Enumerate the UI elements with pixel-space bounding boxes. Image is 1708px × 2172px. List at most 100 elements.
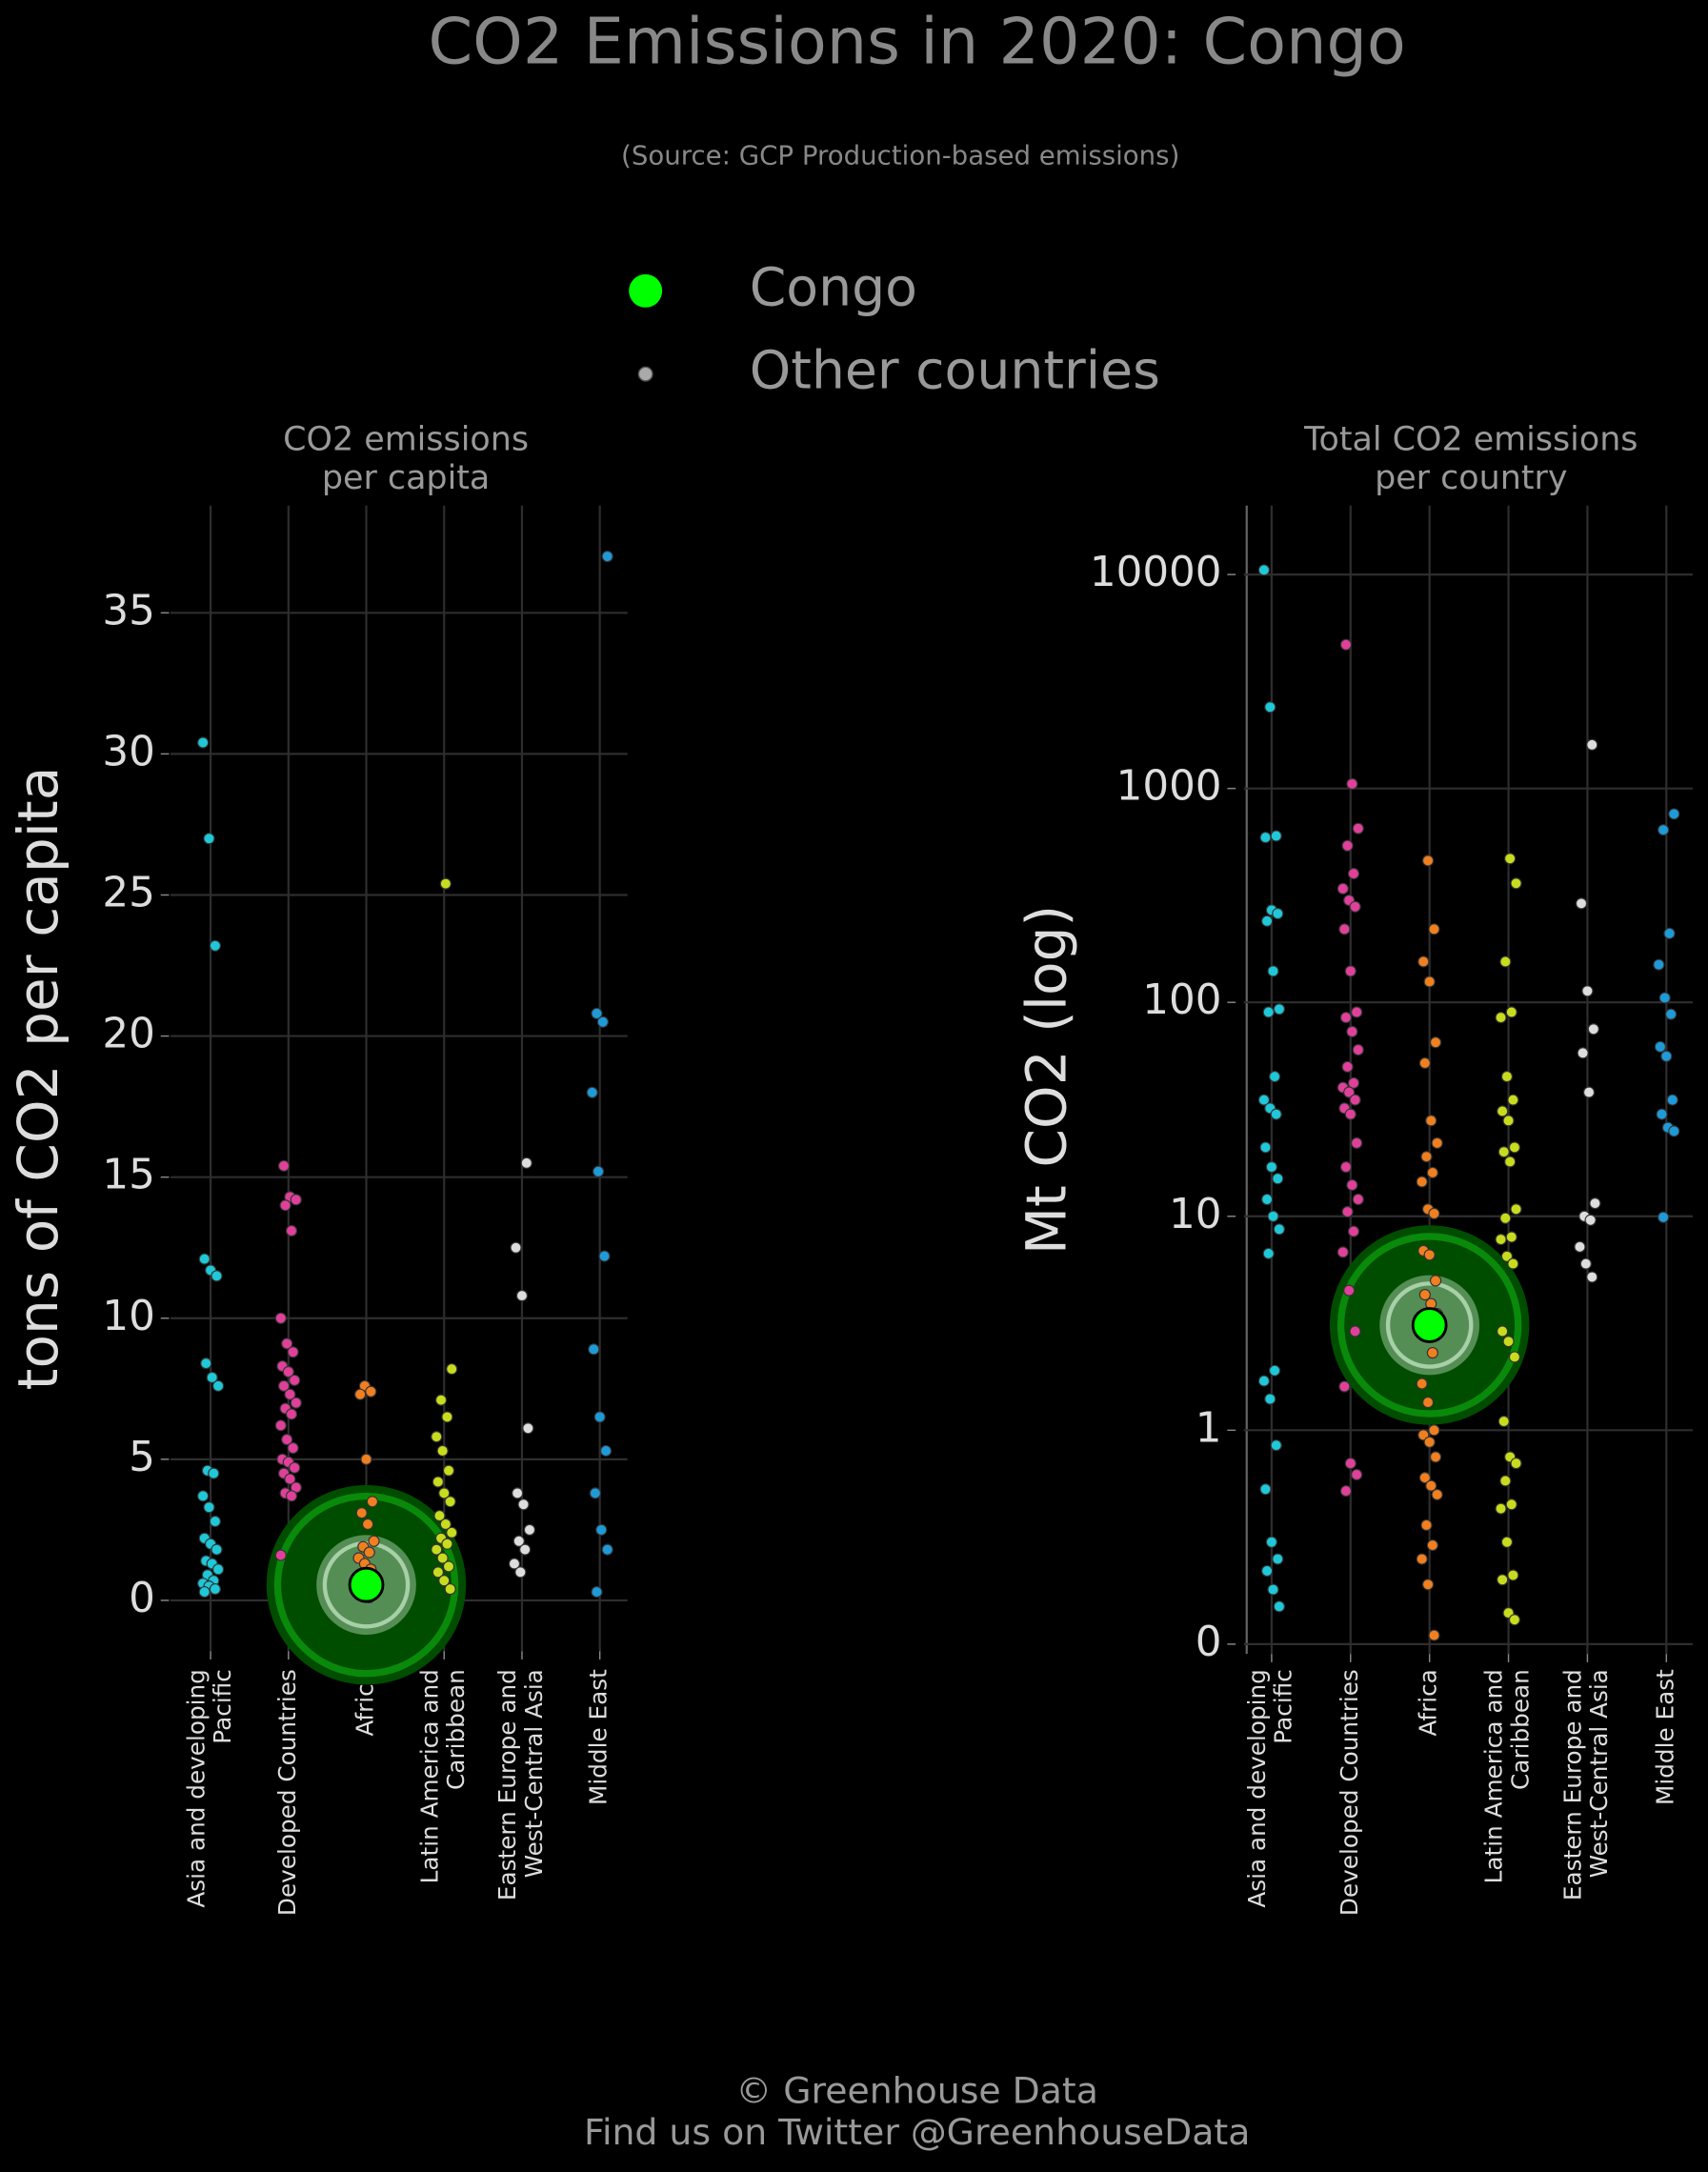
point	[1338, 1380, 1351, 1393]
point	[431, 1431, 443, 1443]
point	[1341, 1205, 1354, 1218]
point	[209, 1515, 221, 1528]
point	[1497, 1105, 1509, 1117]
point	[1265, 1160, 1278, 1174]
point	[281, 1337, 293, 1350]
point	[1429, 1036, 1442, 1049]
point	[1270, 830, 1282, 842]
point	[1349, 900, 1361, 913]
point	[203, 833, 215, 845]
point	[200, 1358, 212, 1370]
point	[1426, 1538, 1438, 1552]
point	[1510, 1458, 1522, 1470]
point	[1663, 927, 1676, 939]
x-tick-label: Asia and developing	[182, 1669, 210, 1908]
point	[1259, 832, 1272, 844]
point	[196, 1490, 210, 1502]
point	[439, 1518, 452, 1531]
point	[1497, 1325, 1509, 1337]
x-tick-label: Caribbean	[1506, 1669, 1534, 1790]
x-tick-label: Latin America and	[415, 1669, 443, 1883]
point	[285, 1224, 298, 1237]
point	[1665, 1008, 1678, 1020]
point	[1267, 1583, 1279, 1596]
point	[1668, 1125, 1680, 1137]
y-tick-label: 1	[1196, 1404, 1222, 1452]
point	[520, 1156, 532, 1169]
chart-title: Total CO2 emissions	[1303, 420, 1638, 458]
y-tick-label: 10000	[1090, 549, 1222, 596]
legend-label: Other countries	[750, 341, 1160, 402]
point	[589, 1487, 601, 1499]
point	[1500, 1536, 1514, 1548]
point	[196, 736, 210, 749]
point	[290, 1194, 302, 1206]
point	[1264, 1393, 1276, 1405]
point	[1421, 855, 1435, 867]
point	[1257, 564, 1271, 576]
point	[1336, 1246, 1349, 1258]
point	[1351, 1136, 1363, 1149]
point	[285, 1490, 298, 1502]
point	[1416, 1176, 1428, 1188]
point	[444, 1496, 456, 1508]
point	[360, 1453, 372, 1465]
point	[444, 1582, 456, 1596]
point	[1589, 1197, 1601, 1210]
point	[1261, 1564, 1274, 1578]
y-tick-label: 0	[129, 1575, 155, 1622]
point	[1268, 1070, 1281, 1083]
point	[284, 1473, 296, 1485]
point	[1508, 1614, 1521, 1626]
y-tick-label: 20	[102, 1011, 155, 1058]
y-tick-label: 15	[102, 1152, 155, 1199]
point	[1421, 1396, 1435, 1409]
point	[1259, 1483, 1272, 1496]
point	[1428, 1629, 1440, 1641]
point	[1429, 1451, 1442, 1463]
point	[1264, 701, 1276, 714]
point	[1423, 1436, 1436, 1448]
point	[522, 1422, 534, 1435]
point	[1346, 777, 1358, 791]
point	[1668, 808, 1680, 820]
point	[1431, 1136, 1443, 1149]
point	[1349, 1094, 1361, 1106]
highlight-inner-ring	[1385, 1281, 1474, 1369]
point	[1259, 1141, 1272, 1154]
y-tick-label: 100	[1142, 976, 1221, 1024]
point	[1268, 1364, 1281, 1377]
point	[289, 1374, 301, 1387]
point	[601, 550, 613, 563]
point	[1505, 1006, 1517, 1018]
point	[1261, 915, 1274, 927]
point	[436, 1552, 449, 1564]
point	[363, 1546, 375, 1559]
point	[198, 1585, 211, 1599]
point	[512, 1487, 524, 1499]
point	[1426, 1166, 1438, 1179]
point	[436, 1444, 449, 1458]
point	[595, 1523, 608, 1537]
point	[1273, 1600, 1286, 1613]
point	[1586, 1271, 1598, 1283]
point	[598, 1250, 611, 1262]
chart-title: CO2 emissions	[283, 420, 529, 458]
point	[1426, 1347, 1438, 1359]
point	[1499, 1212, 1512, 1224]
point	[1658, 824, 1670, 836]
point	[1504, 853, 1517, 865]
point	[439, 877, 452, 890]
point	[1352, 822, 1364, 835]
legend-marker	[637, 366, 653, 382]
point	[1660, 1050, 1673, 1062]
point	[1497, 1415, 1510, 1428]
x-tick-label: Developed Countries	[273, 1669, 301, 1916]
point	[1502, 1115, 1515, 1127]
point	[1429, 1275, 1442, 1287]
point	[1418, 1472, 1431, 1484]
y-tick-label: 30	[102, 728, 155, 775]
point	[1658, 1211, 1670, 1223]
point	[1656, 1108, 1668, 1120]
